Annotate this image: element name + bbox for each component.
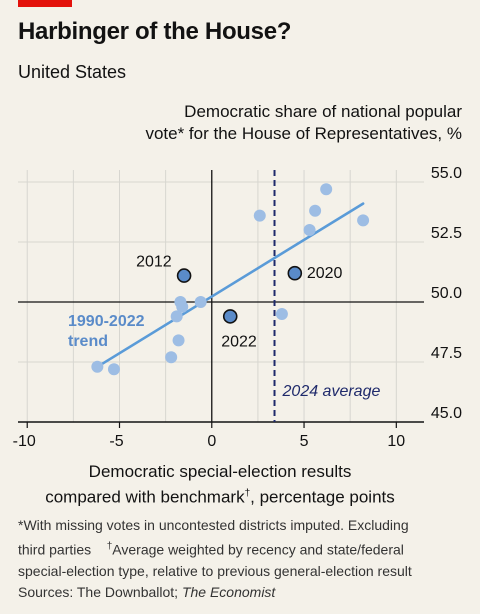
y-tick-label: 55.0 bbox=[431, 165, 462, 182]
average-2024-label: 2024 average bbox=[282, 383, 381, 400]
x-axis-label: Democratic special-election results comp… bbox=[0, 461, 440, 509]
footnote-line3: special-election type, relative to previ… bbox=[18, 562, 412, 579]
x-tick-label: -5 bbox=[109, 433, 123, 450]
highlight-point-2020 bbox=[287, 265, 303, 281]
sources: Sources: The Downballot; The Economist bbox=[18, 582, 468, 603]
x-axis-label-dagger: † bbox=[244, 488, 251, 499]
data-point bbox=[194, 296, 207, 308]
y-tick-label: 45.0 bbox=[431, 405, 462, 422]
sources-italic: The Economist bbox=[181, 583, 276, 600]
y-tick-label: 50.0 bbox=[431, 285, 462, 302]
data-point bbox=[275, 308, 288, 320]
y-axis-label-line1: Democratic share of national popular bbox=[184, 102, 462, 121]
x-tick-label: 5 bbox=[300, 433, 309, 450]
sources-prefix: Sources: The Downballot; bbox=[18, 583, 182, 600]
trend-label-line1: 1990-2022 bbox=[68, 313, 145, 330]
data-point bbox=[253, 209, 266, 222]
y-tick-label: 52.5 bbox=[431, 225, 462, 242]
brand-red-tag bbox=[18, 0, 72, 7]
trend-layer bbox=[96, 170, 365, 422]
footnote: *With missing votes in uncontested distr… bbox=[18, 515, 468, 603]
x-axis-label-line2-end: , percentage points bbox=[250, 487, 395, 507]
label-layer: 2024 average 1990-2022 trend 2012 2020 2022 bbox=[68, 254, 380, 400]
y-axis-label: Democratic share of national popular vot… bbox=[132, 101, 462, 145]
footnote-line2-b: Average weighted by recency and state/fe… bbox=[112, 541, 404, 558]
highlight-label-2012: 2012 bbox=[136, 254, 172, 271]
footnote-line2-a: third parties bbox=[18, 541, 92, 558]
data-point bbox=[309, 204, 322, 217]
data-point bbox=[165, 351, 178, 364]
x-axis-label-line1: Democratic special-election results bbox=[88, 462, 352, 481]
point-layer bbox=[91, 183, 370, 376]
axis-layer: -10 -5 0 5 10 45.0 47.5 50.0 52.5 55.0 bbox=[13, 165, 462, 450]
data-point bbox=[357, 214, 370, 227]
footnote-dagger: † bbox=[106, 541, 113, 552]
data-point bbox=[107, 363, 120, 376]
x-axis-label-line2-start: compared with benchmark bbox=[45, 487, 245, 507]
highlight-point-2012 bbox=[176, 268, 192, 283]
chart-title: Harbinger of the House? bbox=[18, 18, 292, 45]
chart-subtitle: United States bbox=[18, 62, 127, 82]
trend-line bbox=[96, 202, 365, 369]
data-point bbox=[176, 300, 189, 313]
data-point bbox=[172, 334, 185, 347]
x-tick-label: 10 bbox=[387, 433, 405, 450]
data-point bbox=[303, 224, 316, 236]
data-point bbox=[320, 183, 333, 196]
highlight-label-2022: 2022 bbox=[221, 333, 257, 350]
y-axis-label-line2: vote* for the House of Representatives, … bbox=[145, 124, 462, 143]
data-point bbox=[91, 360, 104, 373]
x-axis-label-line2: compared with benchmark†, percentage poi… bbox=[0, 483, 440, 509]
data-point bbox=[170, 310, 183, 323]
x-tick-label: -10 bbox=[13, 433, 36, 450]
highlight-label-2020: 2020 bbox=[307, 265, 343, 282]
y-tick-label: 47.5 bbox=[431, 345, 462, 362]
trend-label-line2: trend bbox=[68, 333, 108, 350]
footnote-line2: third parties †Average weighted by recen… bbox=[18, 536, 468, 561]
x-tick-label: 0 bbox=[207, 433, 216, 450]
highlight-point-2022 bbox=[222, 309, 238, 324]
footnote-line1: *With missing votes in uncontested distr… bbox=[18, 517, 409, 533]
